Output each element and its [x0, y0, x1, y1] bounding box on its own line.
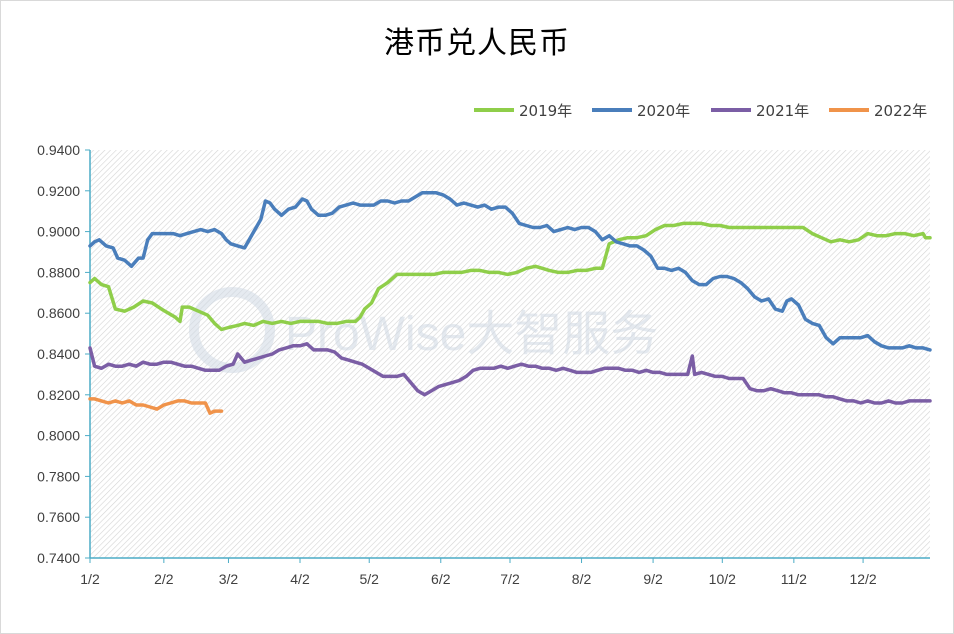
y-tick-label: 0.9400	[37, 142, 80, 158]
series-line-2020年	[88, 191, 932, 352]
chart-title: 港币兑人民币	[384, 26, 570, 61]
legend-label: 2022年	[874, 102, 927, 120]
x-tick-label: 11/2	[781, 571, 807, 587]
legend-item: 2022年	[829, 102, 927, 120]
y-tick-label: 0.7400	[37, 550, 80, 566]
legend-label: 2020年	[637, 102, 690, 120]
series-line-2019年	[88, 221, 932, 332]
legend-item: 2020年	[592, 102, 690, 120]
y-tick-label: 0.8800	[37, 264, 80, 280]
y-tick-label: 0.8200	[37, 387, 80, 403]
x-tick-label: 9/2	[643, 571, 663, 587]
x-tick-label: 1/2	[80, 571, 100, 587]
y-tick-label: 0.9000	[37, 224, 80, 240]
x-tick-label: 4/2	[290, 571, 310, 587]
x-tick-label: 10/2	[709, 571, 736, 587]
x-tick-label: 3/2	[219, 571, 239, 587]
x-tick-label: 8/2	[572, 571, 592, 587]
y-tick-label: 0.7800	[37, 468, 80, 484]
series-line-2022年	[88, 397, 224, 415]
y-tick-label: 0.9200	[37, 183, 80, 199]
y-tick-label: 0.7600	[37, 509, 80, 525]
plot-area	[90, 150, 930, 558]
series-line-2021年	[88, 342, 932, 405]
y-tick-label: 0.8600	[37, 305, 80, 321]
x-tick-label: 7/2	[500, 571, 520, 587]
x-tick-label: 5/2	[359, 571, 379, 587]
x-tick-label: 6/2	[431, 571, 451, 587]
watermark-text: ProWise大智服务	[285, 308, 658, 361]
legend-item: 2019年	[474, 102, 572, 120]
legend-label: 2019年	[519, 102, 572, 120]
x-tick-label: 2/2	[154, 571, 174, 587]
y-tick-label: 0.8000	[37, 428, 80, 444]
legend-item: 2021年	[711, 102, 809, 120]
y-tick-label: 0.8400	[37, 346, 80, 362]
x-tick-label: 12/2	[849, 571, 876, 587]
watermark: ProWise大智服务	[189, 287, 658, 373]
legend-label: 2021年	[756, 102, 809, 120]
